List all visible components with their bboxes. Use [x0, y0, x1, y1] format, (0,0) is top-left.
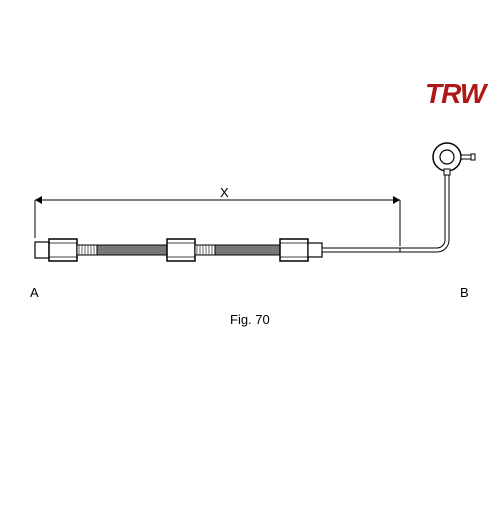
- figure-caption: Fig. 70: [230, 312, 270, 327]
- diagram-container: TRW A B X Fig. 70: [0, 0, 500, 500]
- label-x: X: [220, 185, 229, 200]
- label-b: B: [460, 285, 469, 300]
- brake-hose-drawing: [0, 0, 500, 500]
- brand-logo: TRW: [425, 78, 485, 110]
- label-a: A: [30, 285, 39, 300]
